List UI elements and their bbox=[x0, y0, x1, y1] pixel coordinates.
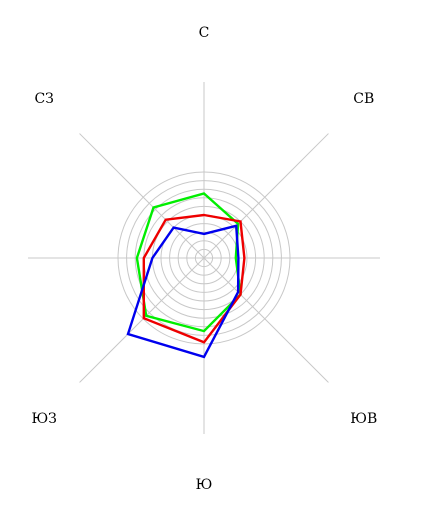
radar-grid bbox=[28, 82, 380, 434]
axis-label: СВ bbox=[353, 91, 374, 107]
axis-label: ЮВ bbox=[350, 411, 377, 427]
axis-label: СЗ bbox=[34, 91, 53, 107]
axis-label: ЮЗ bbox=[31, 411, 56, 427]
radar-series bbox=[126, 192, 246, 359]
axis-line bbox=[79, 133, 205, 259]
axis-line bbox=[203, 257, 329, 383]
axis-label: Ю bbox=[196, 477, 213, 493]
axis-label: С bbox=[199, 25, 210, 41]
axis-line bbox=[79, 257, 205, 383]
axis-labels: ССВВЮВЮЮЗЗСЗ bbox=[31, 25, 377, 493]
axis-line bbox=[203, 133, 329, 259]
series-polygon-3 bbox=[126, 224, 240, 359]
series-polygon-2 bbox=[142, 213, 246, 344]
